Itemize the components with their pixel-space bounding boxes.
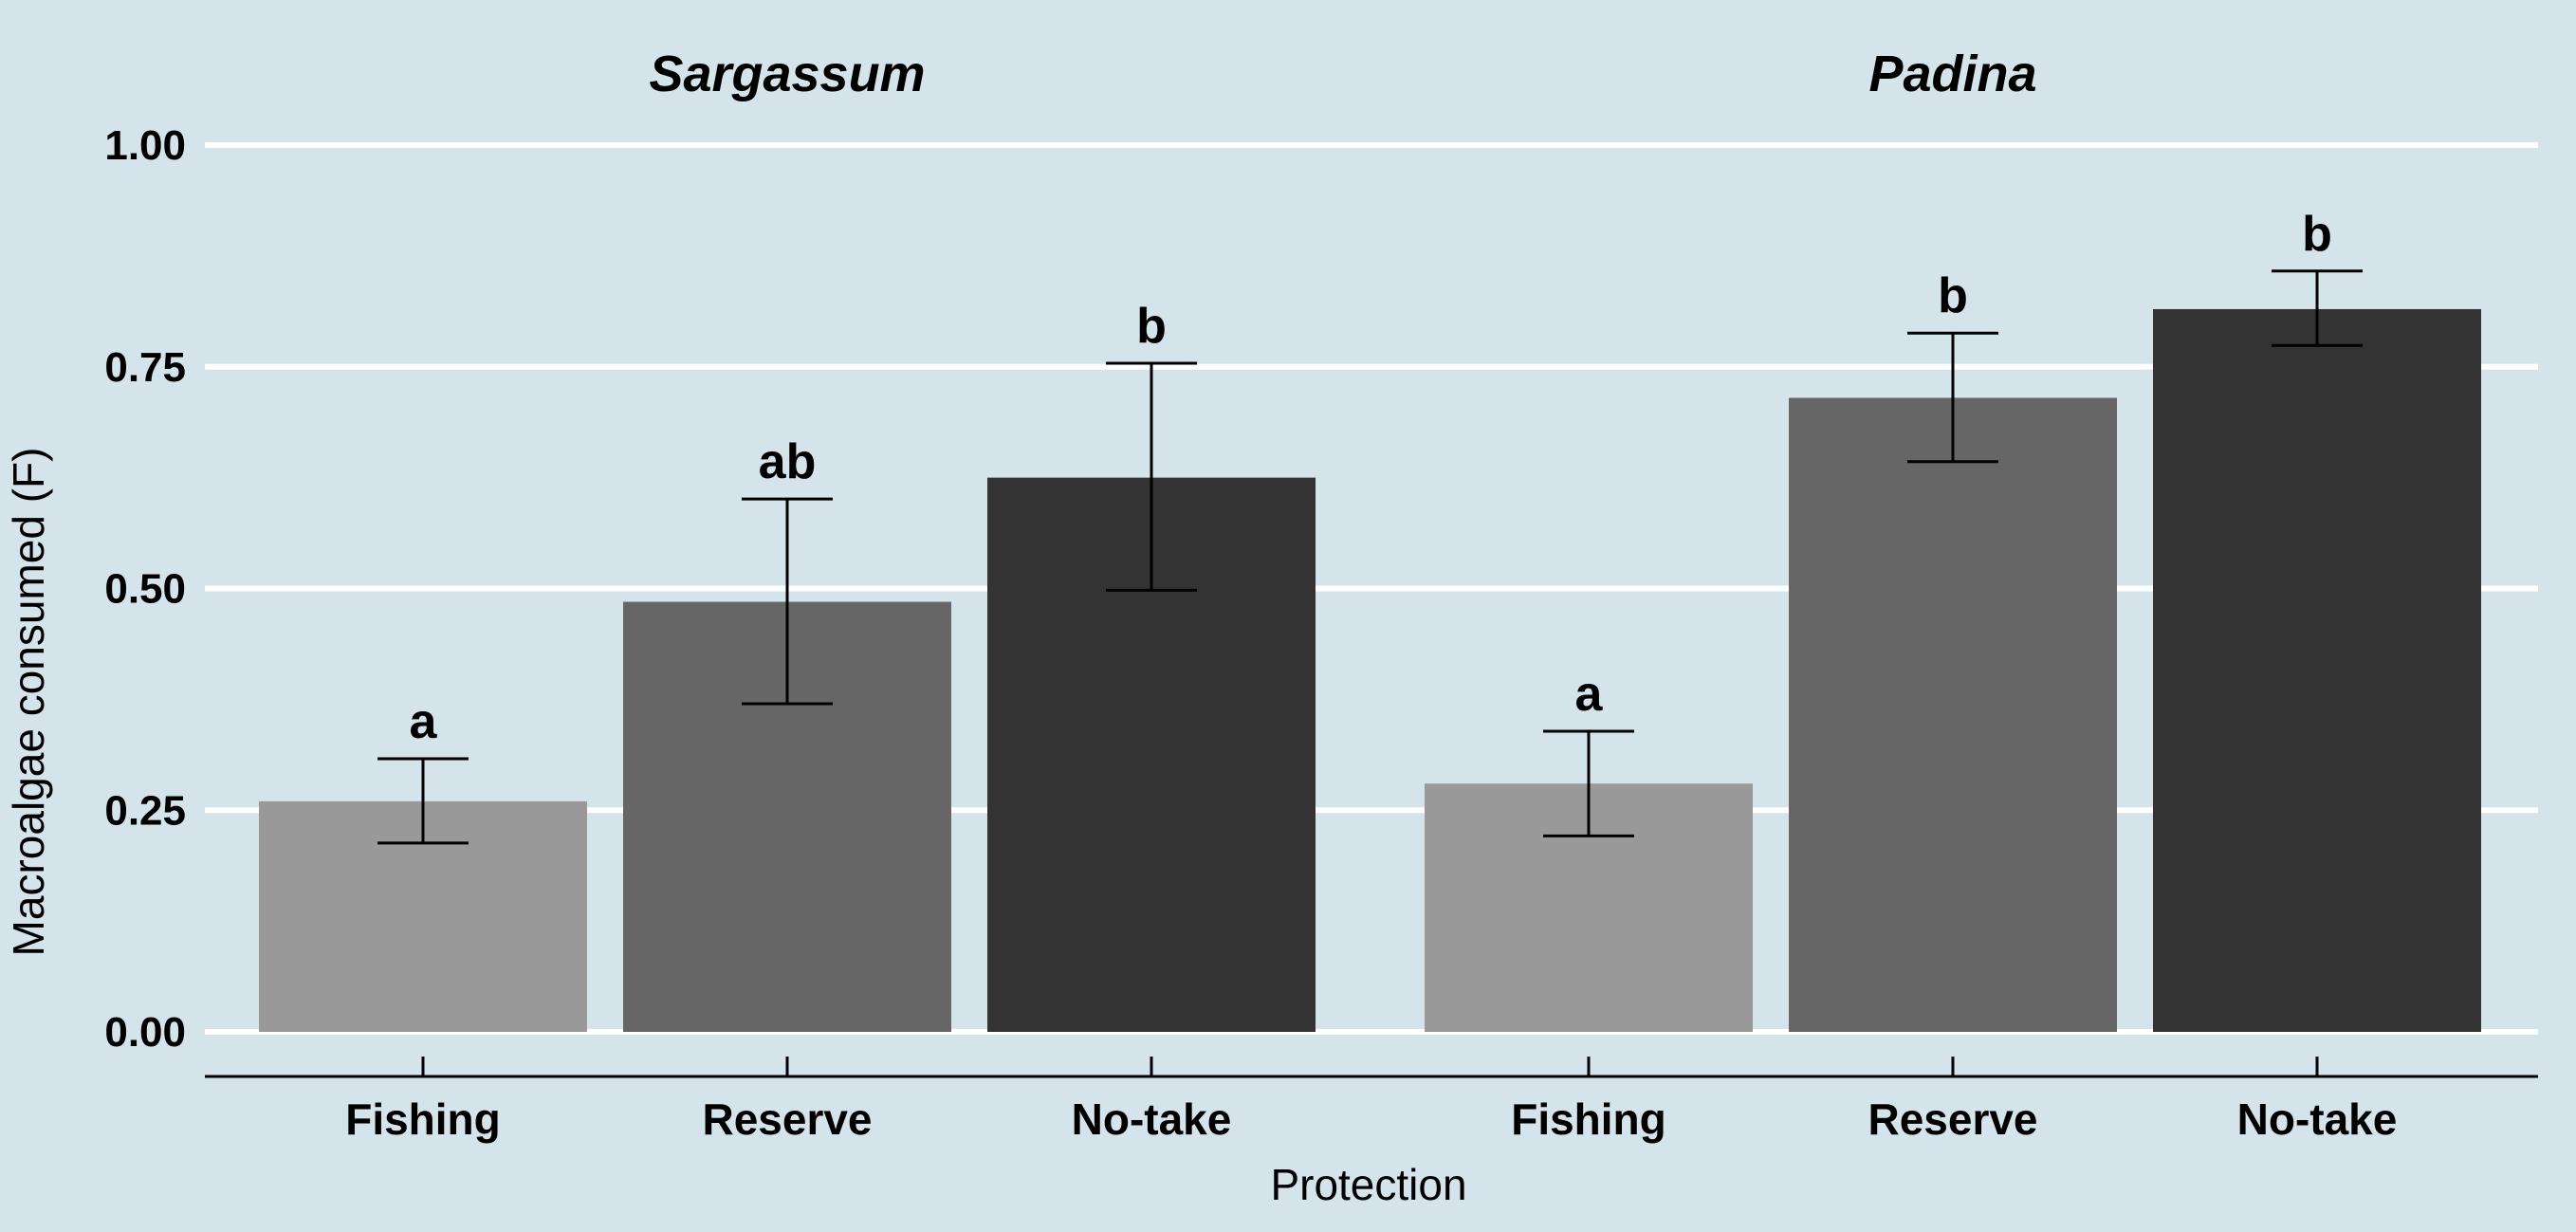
panel-title: Padina (1868, 46, 2036, 102)
y-axis: 0.00 0.25 0.50 0.75 1.00 (104, 122, 186, 1056)
y-tick-label: 0.50 (104, 566, 186, 613)
x-tick-label: Reserve (702, 1094, 872, 1144)
bar (2153, 308, 2481, 1033)
panel-title: Sargassum (649, 46, 925, 102)
bar (1789, 397, 2117, 1033)
significance-label: b (1938, 268, 1968, 323)
bars (259, 308, 2481, 1033)
x-tick-label: Reserve (1868, 1094, 2037, 1144)
x-axis: Fishing Reserve No-take Fishing Reserve No-ta… (205, 1057, 2538, 1144)
panel-titles: Sargassum Padina (649, 46, 2036, 102)
x-axis-title: Protection (1270, 1160, 1466, 1209)
significance-label: b (2302, 207, 2332, 262)
y-tick-label: 0.75 (104, 344, 186, 391)
y-tick-label: 0.25 (104, 787, 186, 834)
significance-label: a (1575, 667, 1604, 722)
x-tick-label: No-take (2237, 1094, 2398, 1144)
grid-lines (205, 142, 2538, 1035)
x-tick-label: Fishing (345, 1094, 501, 1144)
x-tick-label: Fishing (1511, 1094, 1666, 1144)
y-tick-label: 0.00 (104, 1009, 186, 1056)
y-tick-label: 1.00 (104, 122, 186, 169)
significance-label: a (410, 694, 438, 749)
x-tick-label: No-take (1072, 1094, 1232, 1144)
error-bars (377, 269, 2363, 845)
y-axis-title: Macroalgae consumed (F) (4, 448, 53, 957)
significance-label: b (1136, 299, 1167, 354)
significance-label: ab (759, 434, 817, 489)
